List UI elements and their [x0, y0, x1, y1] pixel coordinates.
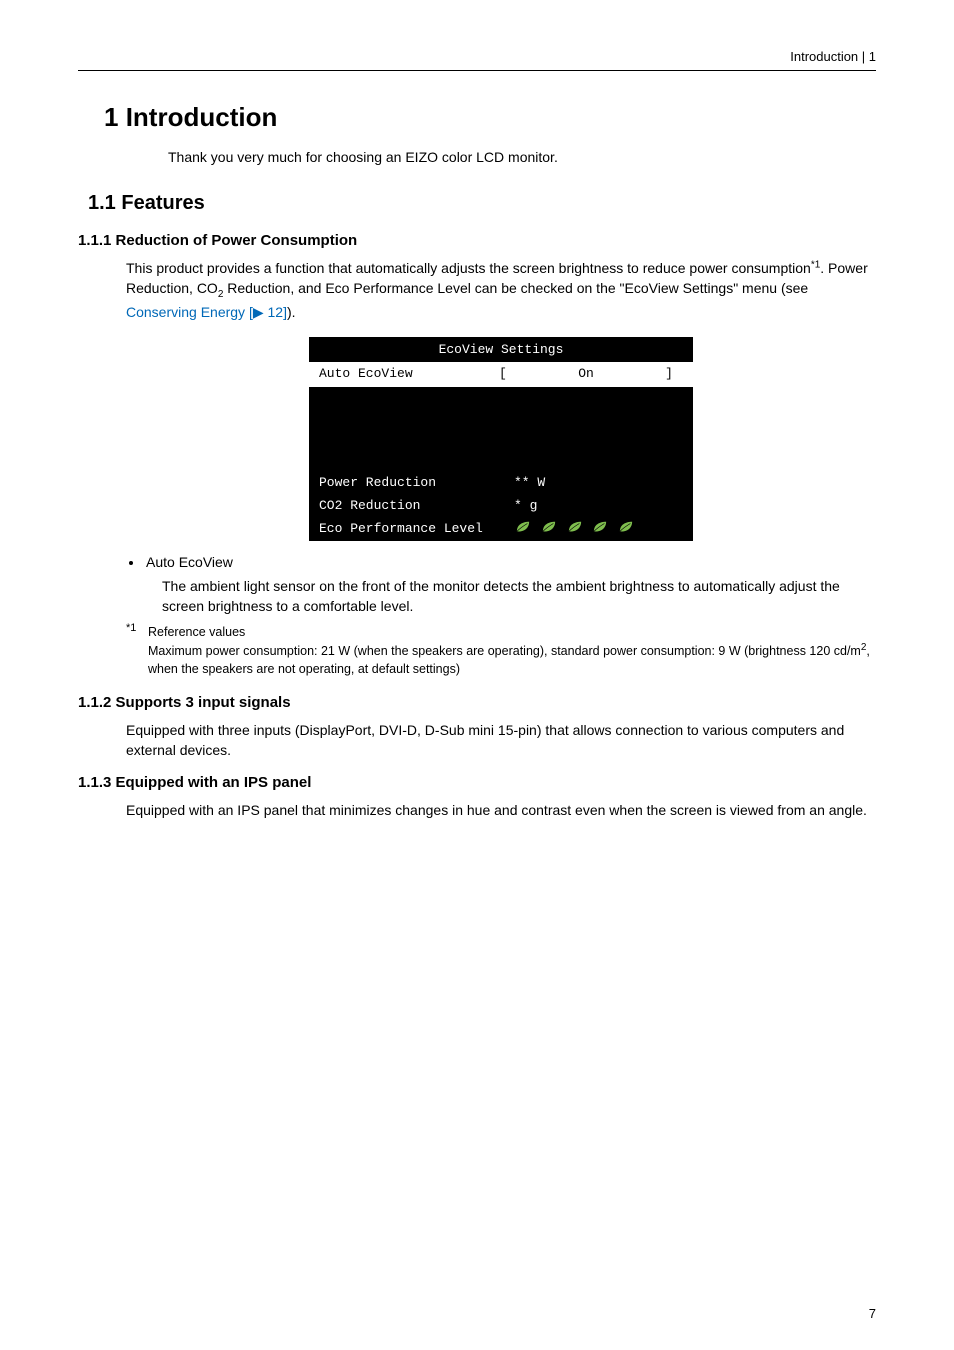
section-number: 1.1 — [88, 192, 116, 214]
leaf-icon — [514, 520, 532, 534]
footnote-marker: *1 — [126, 621, 148, 677]
leaf-icon — [540, 520, 558, 534]
subsection-2-title: Supports 3 input signals — [116, 694, 291, 711]
subsection-2-number: 1.1.2 — [78, 694, 111, 711]
subsection-3-body: Equipped with an IPS panel that minimize… — [126, 800, 876, 820]
osd-value: ** W — [514, 474, 683, 493]
osd-label: Eco Performance Level — [319, 520, 514, 539]
leaf-icon — [591, 520, 609, 534]
bullet-auto-ecoview: Auto EcoView — [144, 552, 876, 572]
osd-row-auto-ecoview: Auto EcoView [ On ] — [309, 362, 693, 387]
osd-value: On — [578, 365, 594, 384]
osd-title: EcoView Settings — [309, 337, 693, 362]
subsection-3-heading: 1.1.3 Equipped with an IPS panel — [78, 772, 876, 794]
chapter-intro: Thank you very much for choosing an EIZO… — [168, 147, 876, 167]
osd-leaf-icons — [514, 520, 683, 539]
osd-panel: EcoView Settings Auto EcoView [ On ] Pow… — [306, 334, 696, 543]
osd-row-power-reduction: Power Reduction ** W — [309, 472, 693, 495]
subsection-3-title: Equipped with an IPS panel — [116, 774, 312, 791]
footnote-1: *1 Reference values Maximum power consum… — [126, 623, 876, 679]
running-head: Introduction | 1 — [78, 48, 876, 71]
osd-row-eco-performance: Eco Performance Level — [309, 518, 693, 541]
subsection-2-body: Equipped with three inputs (DisplayPort,… — [126, 720, 876, 761]
osd-label: Auto EcoView — [319, 365, 489, 384]
osd-gap — [309, 387, 693, 472]
subsection-2-heading: 1.1.2 Supports 3 input signals — [78, 692, 876, 714]
footnote-line1: Reference values — [148, 625, 245, 639]
footnote-ref: *1 — [811, 259, 820, 270]
osd-row-co2-reduction: CO2 Reduction * g — [309, 495, 693, 518]
bullet-auto-ecoview-desc: The ambient light sensor on the front of… — [162, 576, 876, 617]
text: Reduction, and Eco Performance Level can… — [223, 280, 808, 296]
page-number: 7 — [869, 1305, 876, 1324]
osd-value: * g — [514, 497, 683, 516]
osd-label: Power Reduction — [319, 474, 514, 493]
text: This product provides a function that au… — [126, 260, 811, 276]
subsection-3-number: 1.1.3 — [78, 774, 111, 791]
chapter-heading: 1 Introduction — [104, 99, 876, 137]
leaf-icon — [566, 520, 584, 534]
bullet-list: Auto EcoView — [144, 552, 876, 572]
chapter-number: 1 — [104, 102, 118, 132]
osd-screenshot: EcoView Settings Auto EcoView [ On ] Pow… — [126, 334, 876, 543]
chapter-title: Introduction — [126, 102, 278, 132]
subsection-1-body: This product provides a function that au… — [126, 258, 876, 323]
osd-label: CO2 Reduction — [319, 497, 514, 516]
text: ). — [287, 304, 296, 320]
bracket-right: ] — [665, 365, 673, 384]
section-title: Features — [121, 192, 204, 214]
subsection-1-number: 1.1.1 — [78, 232, 111, 249]
subsection-1-heading: 1.1.1 Reduction of Power Consumption — [78, 230, 876, 252]
subsection-1-title: Reduction of Power Consumption — [116, 232, 358, 249]
leaf-icon — [617, 520, 635, 534]
section-heading: 1.1 Features — [88, 189, 876, 218]
bracket-left: [ — [499, 365, 507, 384]
footnote-line2a: Maximum power consumption: 21 W (when th… — [148, 644, 861, 658]
conserving-energy-link[interactable]: Conserving Energy [▶ 12] — [126, 304, 287, 320]
